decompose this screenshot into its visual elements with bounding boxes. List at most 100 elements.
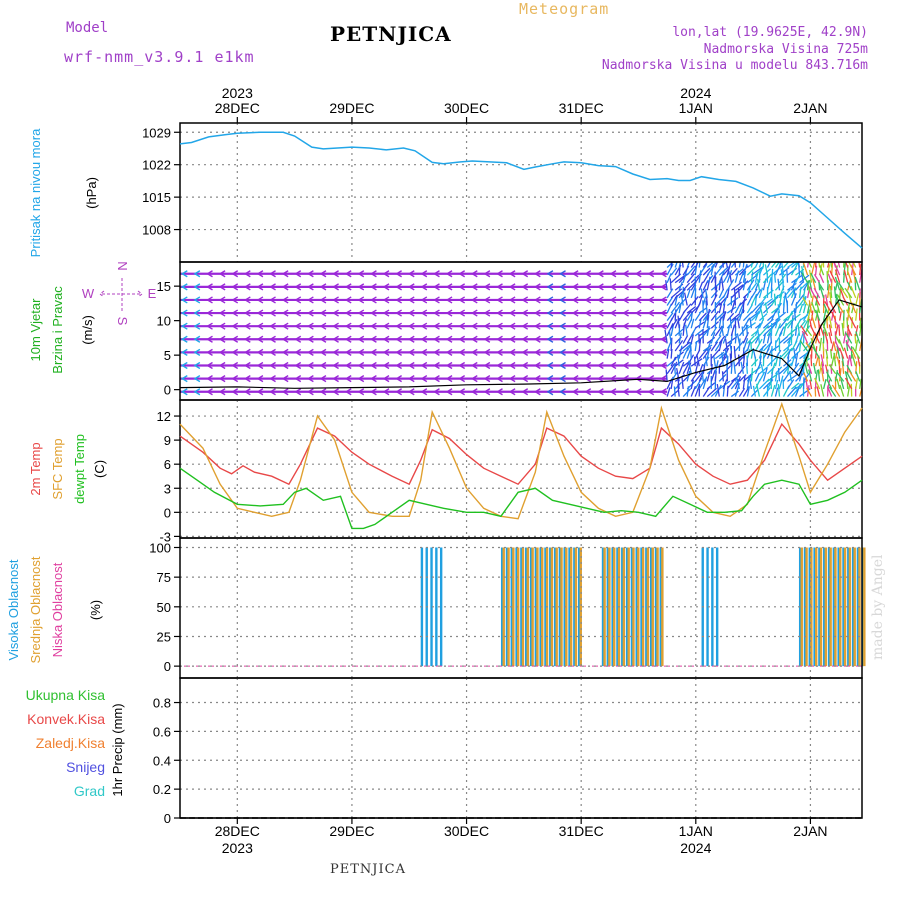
cloud-unit: (%) [88, 600, 103, 620]
wind-arrow [508, 283, 516, 291]
wind-arrow [597, 283, 604, 291]
wind-arrow [445, 270, 453, 278]
wind-arrow [698, 262, 701, 268]
wind-arrow [420, 375, 428, 383]
wind-arrow [682, 318, 688, 329]
wind-arrow [533, 361, 541, 370]
wind-arrow [546, 335, 554, 343]
wind-arrow [698, 378, 707, 390]
wind-arrow [797, 262, 801, 268]
wind-arrow [746, 279, 755, 291]
wind-arrow [243, 322, 251, 330]
wind-arrow [726, 317, 737, 329]
wind-arrow [508, 322, 516, 330]
wind-arrow [807, 363, 813, 374]
wind-arrow [670, 361, 678, 375]
wind-arrow [193, 375, 201, 383]
wind-arrow [508, 270, 516, 278]
wind-arrow [546, 296, 554, 304]
wind-arrow [730, 324, 736, 337]
wind-arrow [722, 333, 728, 344]
mid-cloud-bar [646, 547, 650, 667]
wind-arrow [420, 309, 428, 317]
wind-arrow [559, 375, 566, 383]
wind-arrow [357, 375, 365, 383]
wind-arrow [584, 283, 592, 291]
wind-arrow [836, 356, 841, 367]
high-cloud-bar [500, 547, 504, 667]
wind-arrow [622, 375, 629, 383]
wind-arrow [269, 361, 276, 370]
clouds-tick-label: 75 [157, 570, 171, 585]
wind-arrow [819, 286, 825, 299]
wind-arrow [660, 270, 667, 278]
wind-arrow [769, 377, 773, 390]
wind-arrow [843, 269, 849, 283]
wind-arrow [847, 355, 851, 367]
wind-arrow [584, 375, 592, 383]
top-year-label: 2024 [680, 85, 711, 101]
wind-arrow [571, 309, 579, 317]
wind-arrow [458, 283, 466, 291]
wind-arrow [666, 362, 676, 375]
meteogram-label: Meteogram [519, 0, 610, 18]
top-date-label: 30DEC [444, 100, 489, 116]
wind-arrow [559, 296, 566, 304]
wind-arrow [660, 348, 667, 356]
wind-arrow [680, 294, 684, 306]
mid-cloud-bar [800, 547, 803, 667]
wind-arrow [609, 270, 617, 278]
mid-cloud-bar [622, 547, 626, 667]
precip-tick-label: 0.4 [153, 753, 171, 768]
wind-arrow [818, 337, 823, 352]
temp-label-sfc: SFC Temp [50, 438, 65, 499]
wind-arrow [319, 296, 327, 304]
wind-arrow [420, 388, 428, 396]
wind-arrow [746, 266, 757, 276]
location-coordinates: lon,lat (19.9625E, 42.9N) [672, 25, 868, 40]
wind-arrow [281, 309, 289, 317]
wind-arrow [433, 388, 440, 396]
wind-arrow [826, 271, 829, 283]
wind-arrow [722, 289, 728, 299]
wind-arrow [828, 316, 833, 329]
wind-label-1: 10m Vjetar [28, 298, 43, 362]
wind-arrow [668, 330, 672, 344]
wind-arrow [382, 388, 390, 396]
wind-arrow [678, 345, 683, 359]
wind-arrow [584, 335, 592, 343]
wind-arrow [721, 326, 724, 336]
wind-arrow [851, 317, 854, 329]
wind-arrow [754, 289, 762, 299]
wind-arrow [231, 361, 239, 370]
wind-arrow [844, 287, 853, 299]
clouds-tick-label: 50 [157, 600, 171, 615]
temp-label-2m: 2m Temp [28, 442, 43, 495]
wind-arrow [281, 361, 289, 370]
wind-arrow [294, 335, 302, 343]
wind-arrow [281, 283, 289, 291]
high-cloud-bar [621, 547, 624, 667]
compass-e: E [148, 286, 157, 301]
wind-arrow [682, 388, 692, 397]
wind-arrow [382, 270, 390, 278]
wind-arrow [686, 262, 691, 268]
wind-arrow [682, 335, 689, 344]
wind-arrow [738, 308, 744, 321]
wind-arrow [846, 317, 849, 329]
wind-arrow [508, 388, 516, 396]
wind-arrow [730, 312, 741, 322]
wind-arrow [370, 270, 377, 278]
wind-arrow [420, 283, 428, 291]
wind-arrow [710, 341, 719, 352]
wind-arrow [835, 325, 839, 336]
wind-arrow [702, 344, 713, 352]
wind-arrow [660, 361, 667, 370]
clouds-tick-label: 100 [149, 540, 171, 555]
wind-arrow [670, 301, 681, 314]
wind-arrow [319, 361, 327, 370]
wind-arrow [433, 309, 440, 317]
wind-arrow [802, 297, 809, 306]
wind-arrow [647, 335, 655, 343]
precip-tick-label: 0.2 [153, 782, 171, 797]
